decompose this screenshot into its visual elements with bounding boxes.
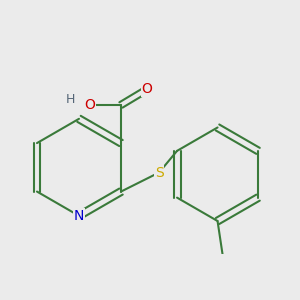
Text: O: O: [142, 82, 152, 96]
Text: S: S: [155, 166, 164, 179]
Text: H: H: [66, 93, 75, 106]
Text: N: N: [74, 209, 84, 223]
Text: O: O: [84, 98, 95, 112]
